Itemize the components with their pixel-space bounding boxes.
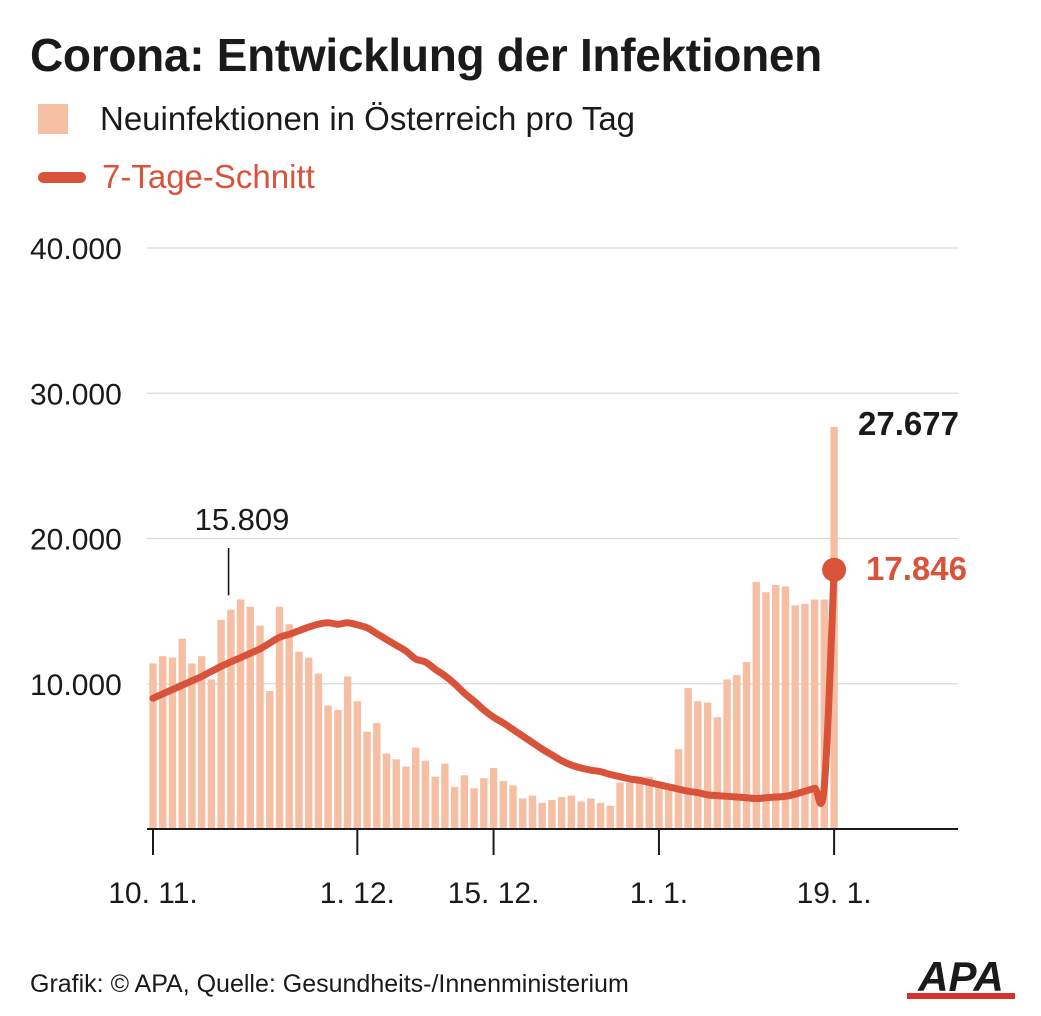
latest-daily-annotation: 27.677 [858, 405, 959, 442]
x-tick-label: 10. 11. [108, 877, 198, 910]
bar [460, 775, 469, 829]
bar [801, 603, 809, 829]
bar [772, 584, 780, 829]
bar [275, 606, 284, 829]
bar [188, 663, 196, 829]
latest-average-annotation: 17.846 [866, 550, 967, 587]
legend-line-label: 7-Tage-Schnitt [102, 158, 315, 195]
bar [664, 783, 673, 829]
bar [635, 776, 644, 829]
x-tick-label: 1. 12. [320, 877, 395, 910]
bar [742, 661, 751, 829]
legend-bars-label: Neuinfektionen in Österreich pro Tag [100, 100, 636, 137]
bar [363, 731, 371, 829]
bar [343, 676, 352, 829]
bar [197, 656, 206, 829]
bar [227, 609, 235, 829]
bar [645, 776, 653, 829]
bar [431, 776, 439, 829]
bar [382, 753, 391, 829]
latest-average-dot [822, 557, 847, 582]
y-tick-label: 40.000 [30, 233, 122, 266]
bar [353, 701, 362, 829]
average-line [149, 566, 838, 807]
source-footer: Grafik: © APA, Quelle: Gesundheits-/Inne… [30, 970, 629, 998]
apa-logo: APA [907, 954, 1015, 1000]
bar [733, 675, 741, 829]
y-tick-label: 10.000 [30, 669, 122, 702]
bar [538, 802, 546, 829]
bar [334, 709, 342, 829]
average-line-path [149, 566, 838, 807]
bar [421, 760, 430, 829]
bar [509, 785, 517, 829]
bar [723, 679, 731, 829]
legend-line-swatch [38, 171, 86, 183]
bar [528, 795, 537, 829]
bar [178, 638, 186, 829]
legend-item-average: 7-Tage-Schnitt [38, 158, 315, 196]
bar [480, 778, 488, 829]
bar [781, 586, 790, 829]
bar [577, 801, 585, 829]
daily-bars [149, 426, 838, 829]
y-tick-label: 30.000 [30, 378, 122, 411]
bar [626, 782, 634, 829]
bar [402, 766, 410, 829]
bar [616, 782, 624, 829]
bar [256, 625, 264, 829]
bar [820, 599, 829, 829]
bar [373, 722, 381, 829]
bar [606, 805, 615, 829]
bar [499, 781, 507, 829]
bar [548, 799, 556, 829]
bar [207, 679, 216, 829]
bar [304, 657, 313, 829]
legend-bar-swatch [38, 104, 68, 134]
bar [587, 798, 595, 829]
svg-text:APA: APA [917, 954, 1004, 1000]
bar [470, 788, 478, 829]
bar [694, 701, 702, 829]
bar [557, 797, 566, 829]
bar [314, 673, 323, 829]
bar [489, 767, 498, 829]
bar [703, 702, 712, 829]
bar [519, 798, 527, 829]
bar [285, 624, 293, 829]
bar [713, 717, 722, 829]
bar [295, 651, 303, 829]
bar [392, 759, 400, 829]
bar [450, 786, 459, 829]
bar [810, 599, 819, 829]
axes: 10.000 20.000 30.000 40.000 10. 11. 1. 12. 15.… [30, 233, 958, 910]
legend-item-daily: Neuinfektionen in Österreich pro Tag [38, 100, 635, 138]
peak-annotation: 15.809 [195, 502, 290, 537]
x-tick-label: 1. 1. [630, 877, 688, 910]
bar [168, 657, 177, 829]
bar [324, 705, 332, 829]
bar [762, 592, 770, 829]
bar [246, 606, 254, 829]
bar [149, 663, 157, 829]
bar [655, 783, 663, 829]
bar [752, 582, 760, 829]
x-tick-label: 19. 1. [797, 877, 872, 910]
bar [217, 619, 225, 829]
y-tick-label: 20.000 [30, 524, 122, 557]
bar [596, 802, 605, 829]
chart-title: Corona: Entwicklung der Infektionen [30, 29, 822, 81]
bar [236, 599, 245, 829]
bar [567, 795, 576, 829]
bar [159, 656, 167, 829]
bar [412, 747, 420, 829]
bar [791, 605, 799, 829]
annotations: 15.809 27.677 17.846 [195, 405, 967, 596]
x-tick-label: 15. 12. [448, 877, 540, 910]
bar [266, 691, 274, 829]
bar [441, 763, 449, 829]
bar [684, 688, 692, 829]
